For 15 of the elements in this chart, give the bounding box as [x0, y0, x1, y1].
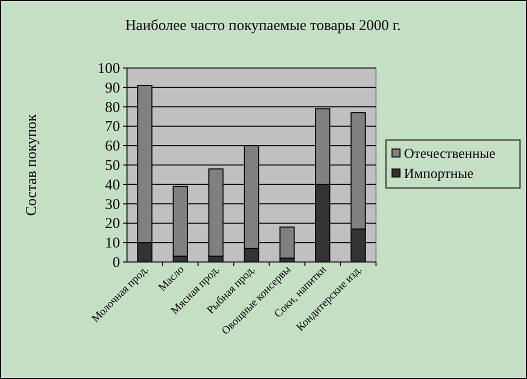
y-tick-label: 100 [98, 61, 120, 77]
y-tick-label: 50 [105, 158, 120, 174]
y-tick-label: 60 [105, 138, 120, 155]
y-tick-label: 40 [105, 177, 120, 194]
y-tick-label: 20 [105, 216, 120, 232]
y-tick-label: 30 [105, 196, 120, 213]
y-tick-label: 80 [105, 100, 120, 116]
legend-label: Импортные [404, 167, 474, 182]
legend-label: Отечественные [404, 147, 496, 162]
y-tick-label: 0 [112, 255, 120, 271]
y-tick-label: 70 [105, 119, 120, 136]
chart-title: Наиболее часто покупаемые товары 2000 г. [125, 18, 401, 34]
y-tick-label: 90 [105, 80, 120, 96]
y-tick-label: 10 [105, 236, 120, 252]
y-axis-title: Состав покупок [24, 113, 40, 216]
